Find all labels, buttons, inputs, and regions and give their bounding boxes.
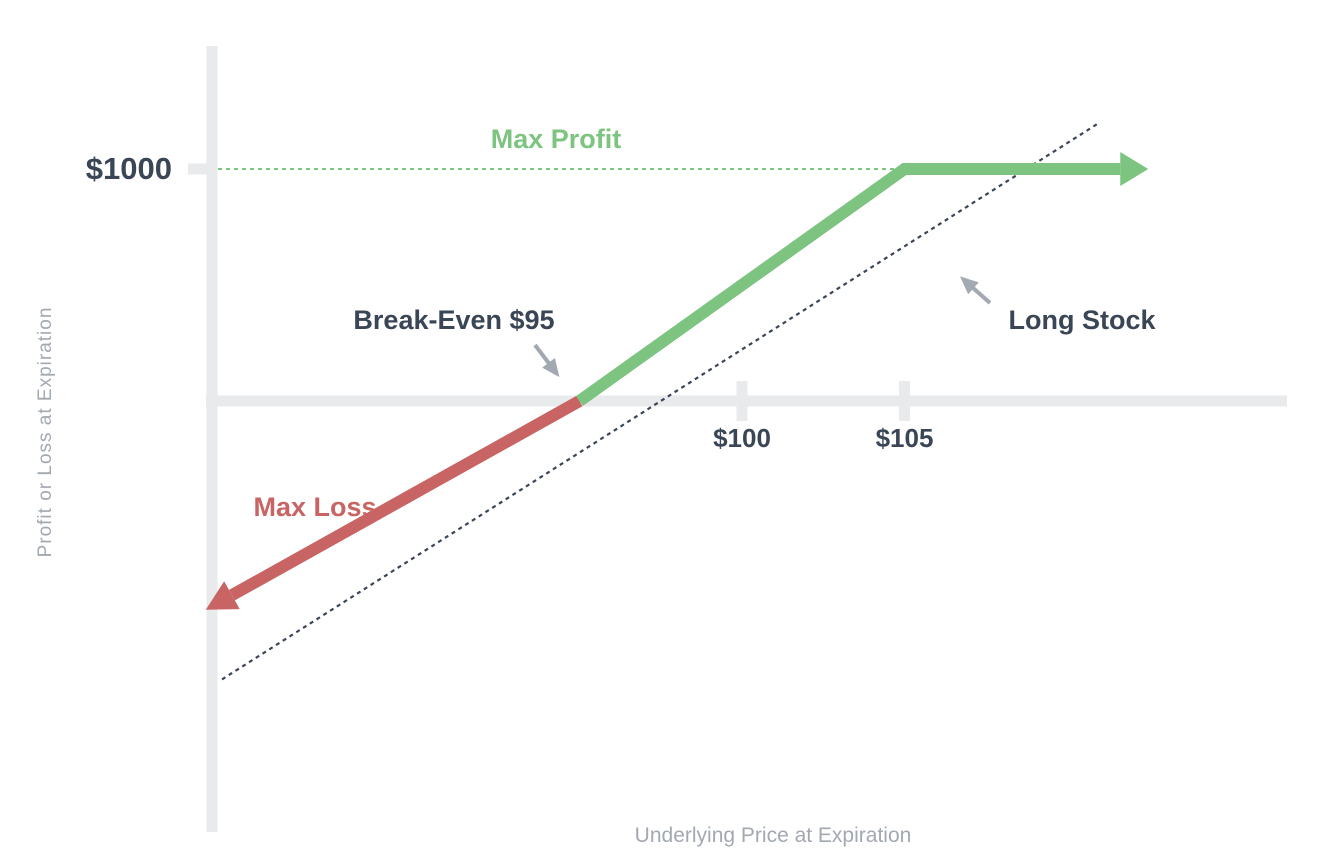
break-even-label: Break-Even $95	[353, 305, 554, 335]
break-even-pointer-head	[542, 358, 560, 378]
long-stock-pointer-head	[960, 276, 979, 295]
y-tick-label: $1000	[86, 151, 172, 186]
long-stock-label: Long Stock	[1009, 305, 1157, 335]
max-profit-line	[576, 163, 1121, 406]
max-loss-arrowhead	[205, 581, 240, 610]
max-loss-label: Max Loss	[253, 492, 376, 522]
x-axis-title: Underlying Price at Expiration	[634, 824, 912, 847]
max-profit-arrowhead	[1120, 152, 1149, 186]
y-axis-title: Profit or Loss at Expiration	[35, 306, 56, 558]
x-tick-label: $105	[876, 423, 934, 453]
max-loss-line	[229, 395, 583, 601]
x-tick-label: $100	[713, 423, 771, 453]
long-stock-line	[221, 121, 1101, 681]
max-profit-label: Max Profit	[491, 124, 622, 154]
